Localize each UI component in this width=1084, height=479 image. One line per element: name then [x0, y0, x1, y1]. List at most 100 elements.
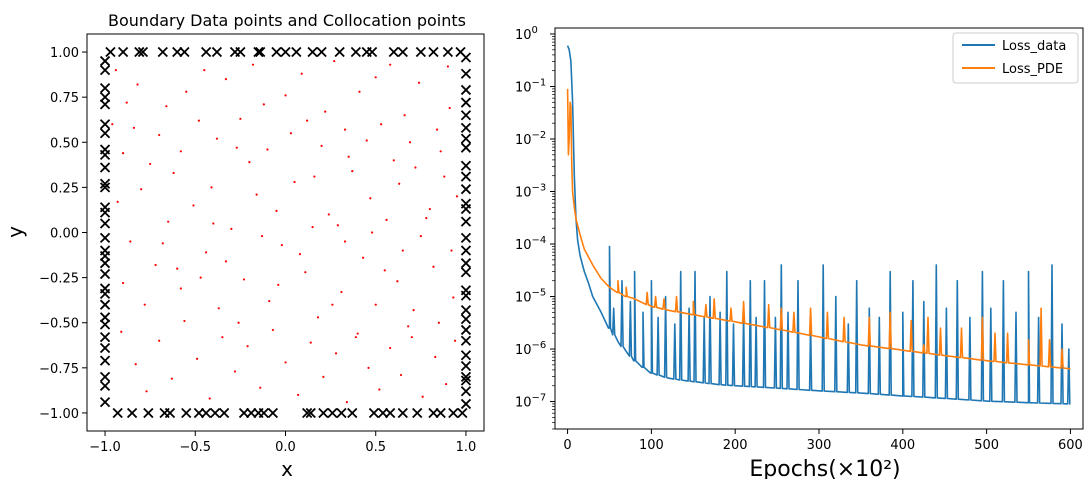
- y-tick-label: −0.50: [39, 317, 79, 332]
- boundary-point: [99, 55, 111, 67]
- boundary-point: [460, 245, 472, 256]
- boundary-point: [99, 162, 111, 173]
- collocation-point: [437, 321, 440, 324]
- collocation-point: [197, 119, 200, 122]
- boundary-point: [415, 46, 426, 58]
- collocation-point: [111, 123, 114, 126]
- x-tick-label: −0.5: [179, 440, 211, 455]
- scatter-chart: Boundary Data points and Collocation poi…: [3, 11, 485, 479]
- boundary-point: [99, 64, 111, 76]
- y-tick-label: 0.00: [50, 227, 79, 242]
- collocation-point: [450, 249, 453, 252]
- collocation-point: [417, 81, 421, 84]
- boundary-point: [336, 407, 347, 419]
- boundary-point: [460, 371, 472, 383]
- boundary-point: [428, 46, 439, 58]
- y-tick-label: 0.25: [50, 181, 79, 196]
- collocation-point: [183, 319, 186, 323]
- boundary-point: [302, 407, 313, 419]
- x-tick-label: 600: [1058, 438, 1083, 453]
- boundary-point: [305, 407, 316, 419]
- collocation-point: [203, 68, 206, 72]
- boundary-point: [460, 304, 472, 316]
- collocation-point: [361, 256, 365, 259]
- chart-title: Boundary Data points and Collocation poi…: [108, 11, 466, 30]
- collocation-point: [158, 339, 161, 342]
- collocation-point: [255, 193, 258, 196]
- collocation-point: [327, 213, 330, 216]
- y-axis-ticks: 100 10−1 10−2 10−3 10−4 10−5 10−6 10−7: [515, 25, 555, 430]
- boundary-point: [99, 332, 111, 343]
- collocation-point: [266, 148, 269, 151]
- collocation-point: [199, 276, 202, 279]
- x-tick-label: 200: [723, 438, 748, 453]
- collocation-point: [289, 132, 293, 135]
- boundary-point: [327, 407, 338, 419]
- collocation-point: [322, 375, 325, 378]
- boundary-point: [460, 84, 472, 96]
- collocation-point: [345, 401, 348, 404]
- collocation-point: [403, 114, 406, 117]
- boundary-point: [460, 290, 472, 301]
- boundary-point: [291, 46, 302, 58]
- collocation-point: [284, 361, 287, 364]
- collocation-point: [149, 162, 152, 166]
- scatter-plot-area: [99, 46, 472, 419]
- y-tick-label: 10−6: [515, 340, 546, 358]
- collocation-point: [114, 68, 117, 72]
- collocation-point: [331, 303, 334, 306]
- collocation-point: [251, 63, 255, 66]
- y-axis-label: y: [3, 226, 27, 238]
- collocation-point: [311, 225, 314, 229]
- x-tick-label: 400: [890, 438, 915, 453]
- boundary-point: [366, 46, 378, 58]
- collocation-point: [421, 395, 424, 398]
- boundary-point: [211, 46, 223, 58]
- collocation-point: [172, 171, 175, 175]
- collocation-point: [170, 377, 173, 380]
- boundary-point: [126, 407, 138, 419]
- collocation-point: [369, 197, 372, 200]
- y-tick-label: −0.75: [39, 362, 79, 377]
- collocation-point: [145, 390, 148, 393]
- collocation-point: [260, 235, 264, 238]
- collocation-point: [116, 200, 119, 203]
- boundary-point: [460, 122, 472, 133]
- boundary-point: [318, 407, 329, 419]
- boundary-point: [347, 407, 358, 419]
- collocation-point: [455, 195, 459, 198]
- collocation-point: [340, 290, 343, 294]
- collocation-point: [425, 216, 428, 220]
- boundary-point: [368, 407, 380, 419]
- boundary-point: [99, 371, 111, 383]
- x-tick-label: 0: [563, 438, 571, 453]
- collocation-point: [246, 345, 249, 348]
- collocation-point: [297, 393, 300, 397]
- boundary-point: [460, 335, 472, 346]
- boundary-point: [388, 46, 399, 58]
- collocation-point: [439, 150, 442, 153]
- boundary-point: [397, 407, 408, 419]
- boundary-point: [267, 407, 279, 419]
- boundary-point: [435, 407, 446, 419]
- series-line-loss-data: [566, 45, 1071, 405]
- collocation-point: [414, 166, 417, 169]
- boundary-point: [99, 268, 111, 280]
- collocation-point: [179, 287, 182, 290]
- legend: Loss_data Loss_PDE: [952, 32, 1079, 84]
- collocation-point: [239, 117, 242, 120]
- collocation-point: [309, 341, 312, 344]
- collocation-point: [185, 90, 188, 93]
- collocation-point: [176, 267, 179, 270]
- collocation-point: [454, 339, 457, 342]
- boundary-point: [460, 398, 472, 410]
- boundary-point: [350, 46, 362, 58]
- collocation-point: [389, 346, 392, 350]
- boundary-point: [258, 407, 269, 419]
- x-tick-label: 0.5: [365, 440, 386, 455]
- boundary-point: [117, 46, 129, 58]
- collocation-point: [143, 303, 146, 306]
- boundary-point: [460, 386, 472, 397]
- boundary-point: [157, 46, 168, 58]
